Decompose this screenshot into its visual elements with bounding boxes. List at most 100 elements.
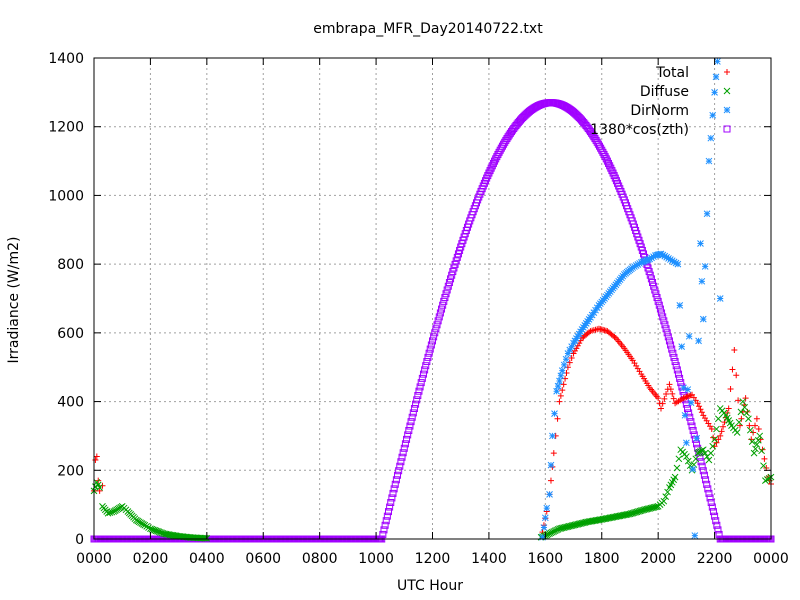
data-point <box>699 467 707 475</box>
data-point <box>691 532 699 539</box>
data-point <box>716 295 724 302</box>
data-point <box>669 349 677 357</box>
data-point <box>672 362 680 370</box>
data-point <box>680 395 687 402</box>
data-point <box>689 426 697 434</box>
x-tick-label: 1000 <box>358 551 394 567</box>
data-point <box>737 408 745 416</box>
data-point <box>429 337 436 345</box>
data-point <box>384 508 392 516</box>
data-point <box>661 252 669 260</box>
y-tick-label: 600 <box>57 326 84 342</box>
data-point <box>93 453 100 460</box>
data-point <box>642 257 649 265</box>
data-point <box>547 477 554 484</box>
data-point <box>714 415 722 423</box>
data-point <box>388 494 396 502</box>
data-point <box>644 264 652 272</box>
data-point <box>417 379 425 387</box>
data-point <box>697 240 704 247</box>
data-point <box>701 263 709 270</box>
data-point <box>549 432 556 440</box>
data-point <box>681 394 688 401</box>
data-point <box>421 366 429 374</box>
y-tick-label: 0 <box>75 532 84 548</box>
data-point <box>666 381 673 388</box>
data-point <box>415 387 423 395</box>
data-point <box>432 325 440 333</box>
data-point <box>433 321 441 329</box>
data-point <box>687 392 694 399</box>
data-point <box>99 482 106 489</box>
data-point <box>387 498 395 506</box>
data-point <box>403 435 411 443</box>
data-point <box>739 398 747 405</box>
data-point <box>639 258 647 266</box>
data-point <box>673 366 681 374</box>
y-axis-label: Irradiance (W/m2) <box>6 237 22 364</box>
data-point <box>573 335 580 342</box>
data-point <box>761 455 768 462</box>
x-tick-label: 0400 <box>189 551 225 567</box>
data-point <box>705 157 713 165</box>
data-point <box>684 393 691 400</box>
data-point <box>707 498 715 506</box>
data-point <box>660 497 668 505</box>
data-point <box>702 476 710 484</box>
legend-marker <box>723 87 731 95</box>
data-point <box>394 471 402 479</box>
legend-marker <box>724 69 730 75</box>
data-point <box>684 457 692 465</box>
data-point <box>571 347 578 354</box>
data-point <box>405 426 413 434</box>
data-point <box>683 453 690 460</box>
data-point <box>601 153 609 161</box>
data-point <box>486 167 494 175</box>
data-point <box>570 339 577 347</box>
data-point <box>738 415 745 422</box>
data-point <box>546 490 553 498</box>
data-point <box>427 341 435 349</box>
data-point <box>450 264 458 272</box>
data-point <box>667 341 675 349</box>
data-point <box>424 353 432 361</box>
data-point <box>570 350 577 357</box>
legend-label: 1380*cos(zth) <box>590 122 689 138</box>
data-point <box>704 485 712 493</box>
x-axis-label: UTC Hour <box>397 578 463 594</box>
data-point <box>645 268 653 276</box>
data-point <box>735 418 743 426</box>
data-point <box>96 484 103 491</box>
data-point <box>745 415 752 423</box>
data-point <box>599 148 607 156</box>
data-point <box>660 317 668 325</box>
data-point <box>492 155 500 163</box>
data-point <box>543 504 551 512</box>
data-point <box>672 259 680 267</box>
data-point <box>646 255 654 263</box>
data-point <box>685 409 693 417</box>
data-point <box>694 400 701 407</box>
data-point <box>551 410 558 417</box>
data-point <box>391 480 399 488</box>
data-point <box>380 526 388 534</box>
data-point <box>440 297 448 305</box>
data-point <box>412 400 420 408</box>
data-point <box>390 485 398 493</box>
data-point <box>104 509 112 517</box>
data-point <box>654 297 662 305</box>
data-point <box>448 271 456 279</box>
data-point <box>434 317 442 325</box>
data-point <box>663 329 671 337</box>
data-point <box>760 462 767 470</box>
data-point <box>560 361 568 369</box>
data-point <box>651 286 659 294</box>
data-point <box>401 440 409 448</box>
data-point <box>413 396 421 404</box>
data-point <box>106 509 114 517</box>
data-point <box>108 508 116 516</box>
data-point <box>444 282 452 290</box>
data-point <box>395 467 403 475</box>
data-point <box>646 271 654 279</box>
